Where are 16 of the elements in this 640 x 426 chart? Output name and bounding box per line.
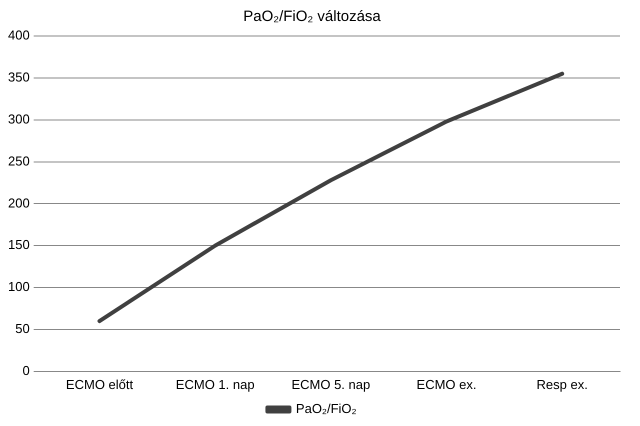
y-tick-label: 400	[8, 28, 30, 43]
y-tick-label: 0	[22, 362, 30, 378]
x-tick-label: ECMO ex.	[416, 376, 476, 392]
y-tick-label: 150	[8, 237, 30, 252]
x-tick-label: Resp ex.	[536, 376, 588, 392]
legend-label: PaO₂/FiO₂	[296, 401, 357, 416]
y-tick-label: 50	[15, 321, 30, 336]
y-tick-label: 250	[8, 153, 30, 168]
x-tick-label: ECMO 1. nap	[176, 376, 255, 392]
y-tick-label: 100	[8, 279, 30, 294]
x-tick-label: ECMO 5. nap	[291, 376, 370, 392]
y-tick-label: 350	[8, 70, 30, 85]
x-tick-label: ECMO előtt	[66, 376, 134, 392]
y-tick-label: 200	[8, 195, 30, 210]
y-tick-label: 300	[8, 111, 30, 126]
chart-title: PaO₂/FiO₂ változása	[243, 8, 382, 26]
